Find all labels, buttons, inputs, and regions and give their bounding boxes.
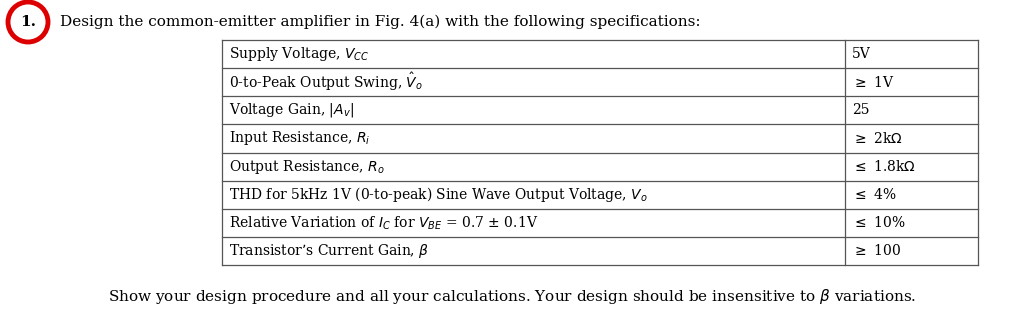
Text: THD for 5kHz 1V (0-to-peak) Sine Wave Output Voltage, $V_o$: THD for 5kHz 1V (0-to-peak) Sine Wave Ou…	[229, 185, 647, 204]
Text: Input Resistance, $R_i$: Input Resistance, $R_i$	[229, 129, 371, 147]
Text: $\geq$ 2k$\Omega$: $\geq$ 2k$\Omega$	[852, 131, 903, 146]
Text: $\geq$ 100: $\geq$ 100	[852, 244, 901, 258]
Text: 25: 25	[852, 103, 869, 117]
Text: Output Resistance, $R_o$: Output Resistance, $R_o$	[229, 158, 385, 176]
Text: Supply Voltage, $V_{CC}$: Supply Voltage, $V_{CC}$	[229, 45, 370, 63]
Text: 1.: 1.	[20, 15, 36, 29]
Text: 5V: 5V	[852, 47, 870, 61]
Text: $\leq$ 1.8k$\Omega$: $\leq$ 1.8k$\Omega$	[852, 159, 915, 174]
Text: $\leq$ 4%: $\leq$ 4%	[852, 187, 897, 202]
Text: $\leq$ 10%: $\leq$ 10%	[852, 215, 905, 230]
Text: $\geq$ 1V: $\geq$ 1V	[852, 75, 895, 90]
Text: Design the common-emitter amplifier in Fig. 4(a) with the following specificatio: Design the common-emitter amplifier in F…	[60, 15, 700, 29]
Text: 0-to-Peak Output Swing, $\hat{V}_o$: 0-to-Peak Output Swing, $\hat{V}_o$	[229, 71, 423, 93]
Text: Voltage Gain, $|A_v|$: Voltage Gain, $|A_v|$	[229, 101, 354, 119]
Text: Relative Variation of $I_C$ for $V_{BE}$ = 0.7 $\pm$ 0.1V: Relative Variation of $I_C$ for $V_{BE}$…	[229, 214, 539, 231]
Text: Show your design procedure and all your calculations. Your design should be inse: Show your design procedure and all your …	[108, 287, 916, 306]
Text: Transistor’s Current Gain, $\beta$: Transistor’s Current Gain, $\beta$	[229, 242, 429, 260]
